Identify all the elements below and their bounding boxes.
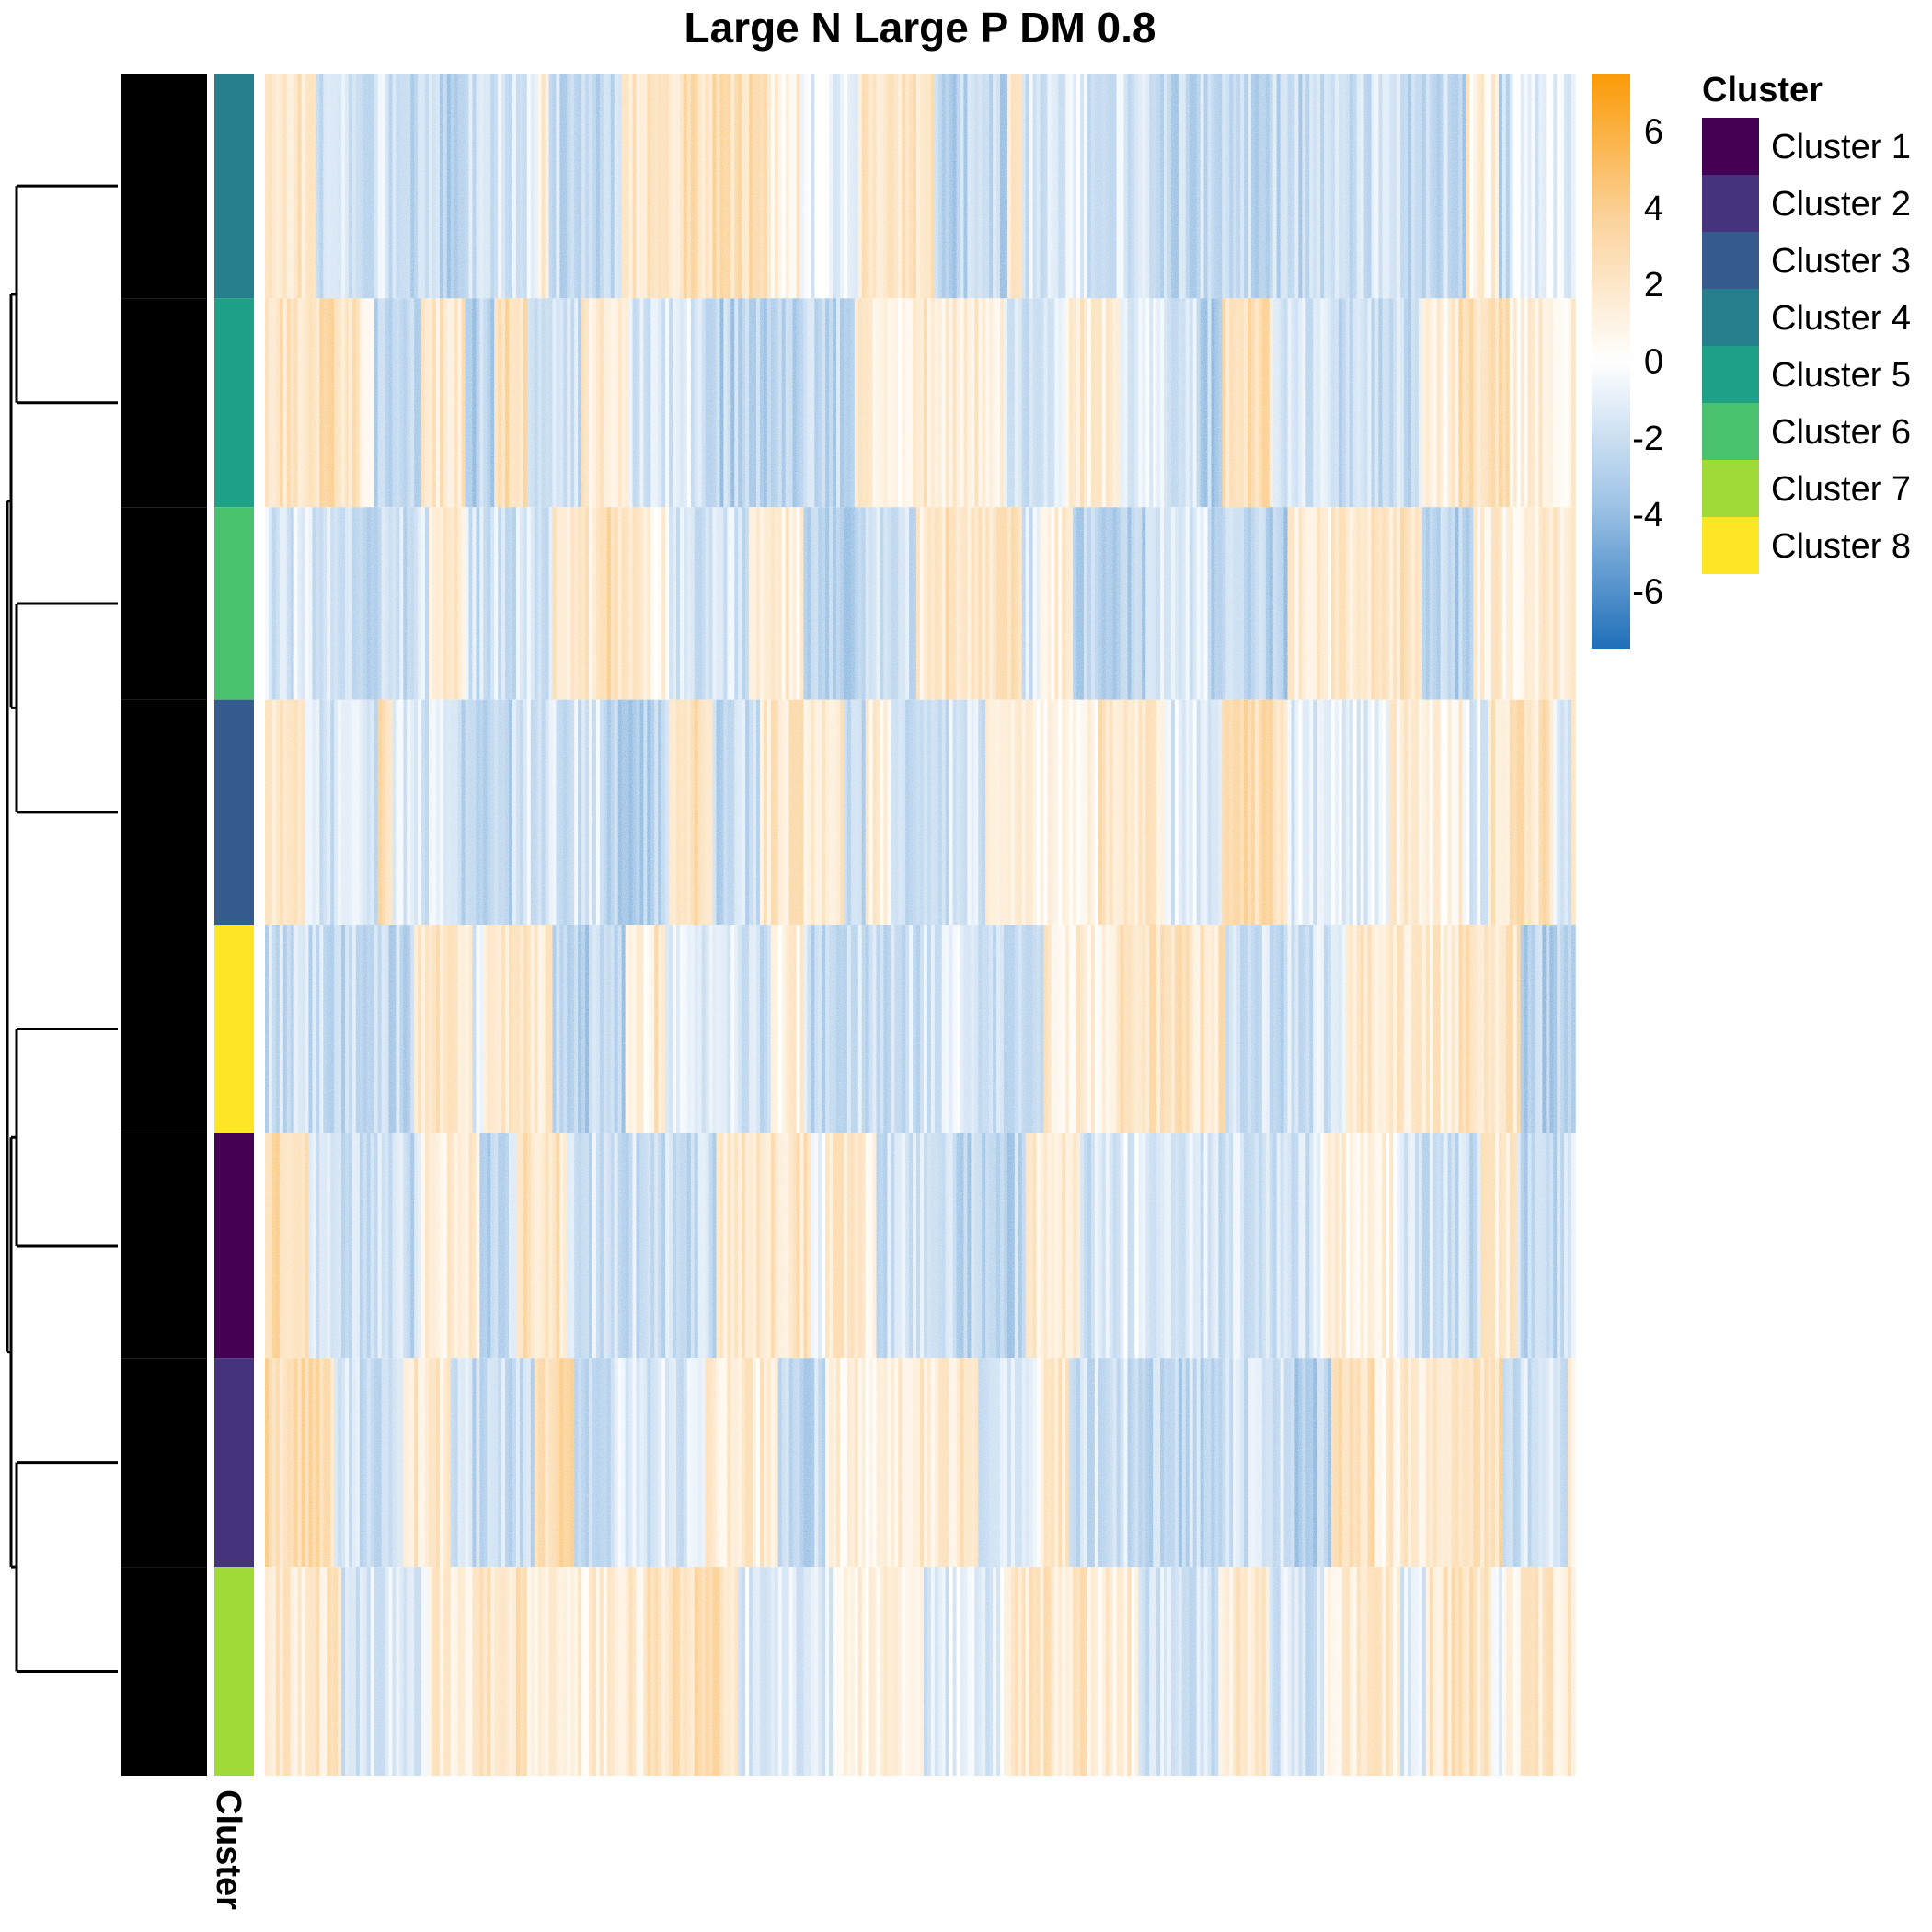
annotation-segment (214, 925, 254, 1133)
legend-swatch (1702, 118, 1759, 175)
color-scale-tick-label: 2 (1644, 266, 1663, 305)
heatmap-body (265, 74, 1576, 1776)
annotation-segment (214, 298, 254, 508)
legend-swatch (1702, 403, 1759, 460)
row-name-band (121, 74, 207, 299)
legend-swatch (1702, 346, 1759, 403)
annotation-segment (214, 74, 254, 299)
legend-swatch (1702, 232, 1759, 289)
row-name-band (121, 298, 207, 508)
color-scale-tick-label: 4 (1644, 190, 1663, 228)
color-scale-tick-label: 6 (1644, 113, 1663, 152)
annotation-segment (214, 1358, 254, 1568)
row-name-band (121, 1358, 207, 1568)
row-name-band (121, 925, 207, 1133)
legend-label: Cluster 2 (1771, 185, 1911, 224)
annotation-segment (214, 1133, 254, 1359)
row-name-band (121, 507, 207, 700)
color-scale-tick-label: -2 (1632, 420, 1663, 458)
legend-swatch (1702, 517, 1759, 574)
chart-title: Large N Large P DM 0.8 (684, 4, 1156, 52)
legend-label: Cluster 7 (1771, 470, 1911, 509)
cluster-legend-items: Cluster 1 Cluster 2 Cluster 3 Cluster 4 Clus… (1702, 118, 1911, 574)
color-scale-ticks: 6 4 2 0 -2 -4 -6 (1632, 113, 1663, 612)
annotation-segment (214, 507, 254, 700)
legend-label: Cluster 8 (1771, 527, 1911, 566)
legend-label: Cluster 1 (1771, 128, 1911, 167)
annotation-segment (214, 699, 254, 925)
annotation-label: Cluster (209, 1789, 247, 1910)
color-scale-tick-label: -4 (1632, 496, 1663, 535)
row-name-band (121, 699, 207, 925)
color-scale-tick-label: 0 (1644, 343, 1663, 382)
legend-label: Cluster 4 (1771, 299, 1911, 338)
annotation-segment (214, 1567, 254, 1776)
row-dendrogram (6, 184, 118, 1673)
color-scale-tick-label: -6 (1632, 573, 1663, 612)
color-scale-bar (1592, 74, 1630, 649)
color-scale-legend: 6 4 2 0 -2 -4 -6 (1592, 74, 1663, 649)
cluster-annotation-bar (214, 74, 254, 1776)
legend-swatch (1702, 460, 1759, 517)
row-name-band (121, 1567, 207, 1776)
legend-swatch (1702, 175, 1759, 232)
cluster-legend-title: Cluster (1702, 71, 1823, 109)
legend-label: Cluster 3 (1771, 242, 1911, 281)
legend-label: Cluster 6 (1771, 413, 1911, 452)
legend-swatch (1702, 289, 1759, 346)
row-names (121, 74, 207, 1776)
row-name-band (121, 1133, 207, 1359)
legend-label: Cluster 5 (1771, 356, 1911, 395)
heatmap-grain (265, 74, 1575, 1776)
